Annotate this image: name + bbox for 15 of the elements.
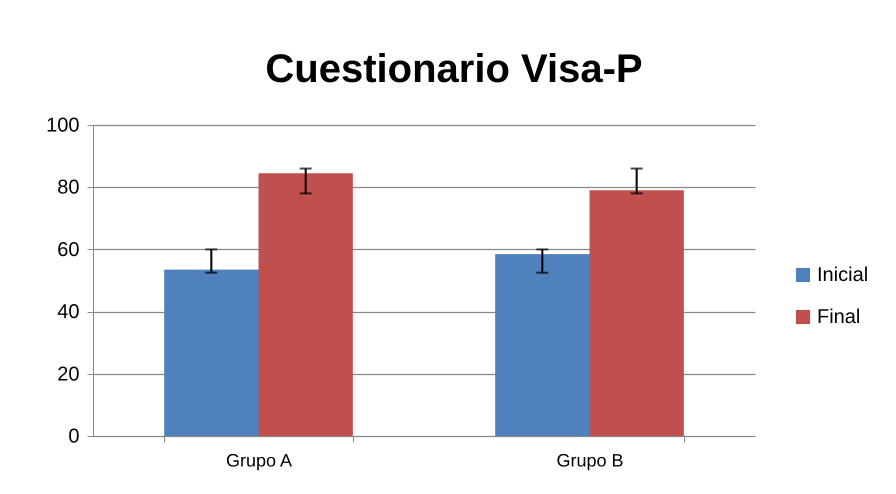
legend-label: Inicial xyxy=(817,264,868,286)
bar xyxy=(590,190,684,436)
x-tick-label: Grupo B xyxy=(556,450,624,470)
bar xyxy=(258,173,353,436)
y-tick-label: 100 xyxy=(46,114,80,136)
bar xyxy=(164,270,258,436)
y-tick-label: 40 xyxy=(57,301,80,324)
x-tick-label: Grupo A xyxy=(226,450,292,470)
bar xyxy=(495,254,590,436)
y-tick-label: 0 xyxy=(68,426,80,448)
legend-label: Final xyxy=(817,306,860,328)
y-tick-label: 20 xyxy=(57,363,80,386)
chart-title: Cuestionario Visa-P xyxy=(265,47,643,91)
y-tick-label: 80 xyxy=(57,176,80,199)
y-tick-label: 60 xyxy=(57,238,80,261)
